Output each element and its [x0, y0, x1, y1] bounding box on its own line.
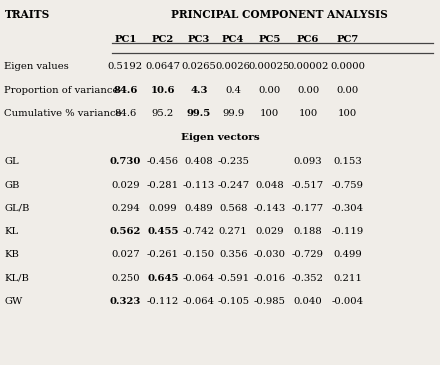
Text: KL/B: KL/B [4, 274, 29, 283]
Text: 0.323: 0.323 [110, 297, 141, 306]
Text: 4.3: 4.3 [190, 86, 208, 95]
Text: 100: 100 [260, 110, 279, 118]
Text: 0.562: 0.562 [110, 227, 141, 236]
Text: GB: GB [4, 181, 20, 189]
Text: 10.6: 10.6 [150, 86, 175, 95]
Text: 0.0026: 0.0026 [216, 62, 251, 71]
Text: GW: GW [4, 297, 22, 306]
Text: KB: KB [4, 250, 19, 259]
Text: PC1: PC1 [114, 35, 136, 43]
Text: -0.016: -0.016 [253, 274, 285, 283]
Text: -0.150: -0.150 [183, 250, 215, 259]
Text: PC5: PC5 [258, 35, 280, 43]
Text: -0.261: -0.261 [147, 250, 179, 259]
Text: 0.00002: 0.00002 [287, 62, 329, 71]
Text: 0.048: 0.048 [255, 181, 284, 189]
Text: 0.0000: 0.0000 [330, 62, 365, 71]
Text: -0.112: -0.112 [147, 297, 179, 306]
Text: 0.294: 0.294 [111, 204, 140, 212]
Text: -0.064: -0.064 [183, 297, 215, 306]
Text: -0.113: -0.113 [183, 181, 215, 189]
Text: 0.099: 0.099 [148, 204, 177, 212]
Text: -0.456: -0.456 [147, 157, 179, 166]
Text: GL/B: GL/B [4, 204, 30, 212]
Text: 0.250: 0.250 [111, 274, 140, 283]
Text: 0.0265: 0.0265 [181, 62, 216, 71]
Text: 0.029: 0.029 [111, 181, 140, 189]
Text: 84.6: 84.6 [114, 110, 136, 118]
Text: GL: GL [4, 157, 19, 166]
Text: 0.188: 0.188 [293, 227, 323, 236]
Text: -0.004: -0.004 [331, 297, 364, 306]
Text: Eigen vectors: Eigen vectors [181, 134, 259, 142]
Text: 0.499: 0.499 [333, 250, 362, 259]
Text: PC3: PC3 [188, 35, 210, 43]
Text: 0.271: 0.271 [219, 227, 248, 236]
Text: 0.645: 0.645 [147, 274, 179, 283]
Text: -0.143: -0.143 [253, 204, 286, 212]
Text: -0.517: -0.517 [292, 181, 324, 189]
Text: 0.153: 0.153 [333, 157, 362, 166]
Text: 100: 100 [298, 110, 318, 118]
Text: -0.064: -0.064 [183, 274, 215, 283]
Text: PC2: PC2 [152, 35, 174, 43]
Text: 0.211: 0.211 [333, 274, 362, 283]
Text: KL: KL [4, 227, 18, 236]
Text: 0.568: 0.568 [219, 204, 247, 212]
Text: -0.177: -0.177 [292, 204, 324, 212]
Text: 0.00: 0.00 [337, 86, 359, 95]
Text: Proportion of variance: Proportion of variance [4, 86, 119, 95]
Text: PRINCIPAL COMPONENT ANALYSIS: PRINCIPAL COMPONENT ANALYSIS [171, 9, 388, 20]
Text: 0.356: 0.356 [219, 250, 247, 259]
Text: 0.455: 0.455 [147, 227, 179, 236]
Text: -0.742: -0.742 [183, 227, 215, 236]
Text: -0.119: -0.119 [331, 227, 364, 236]
Text: -0.281: -0.281 [147, 181, 179, 189]
Text: 99.9: 99.9 [222, 110, 244, 118]
Text: -0.729: -0.729 [292, 250, 324, 259]
Text: 0.730: 0.730 [110, 157, 141, 166]
Text: PC7: PC7 [337, 35, 359, 43]
Text: Cumulative % variance: Cumulative % variance [4, 110, 122, 118]
Text: 0.027: 0.027 [111, 250, 140, 259]
Text: -0.105: -0.105 [217, 297, 249, 306]
Text: PC4: PC4 [222, 35, 244, 43]
Text: 0.0647: 0.0647 [145, 62, 180, 71]
Text: 0.040: 0.040 [293, 297, 323, 306]
Text: 0.489: 0.489 [184, 204, 213, 212]
Text: 99.5: 99.5 [187, 110, 211, 118]
Text: TRAITS: TRAITS [4, 9, 50, 20]
Text: 100: 100 [338, 110, 357, 118]
Text: 84.6: 84.6 [113, 86, 138, 95]
Text: 95.2: 95.2 [152, 110, 174, 118]
Text: -0.591: -0.591 [217, 274, 249, 283]
Text: 0.00: 0.00 [258, 86, 280, 95]
Text: -0.304: -0.304 [331, 204, 364, 212]
Text: -0.759: -0.759 [332, 181, 363, 189]
Text: 0.4: 0.4 [225, 86, 241, 95]
Text: PC6: PC6 [297, 35, 319, 43]
Text: 0.029: 0.029 [255, 227, 284, 236]
Text: -0.030: -0.030 [253, 250, 285, 259]
Text: -0.985: -0.985 [253, 297, 285, 306]
Text: Eigen values: Eigen values [4, 62, 69, 71]
Text: 0.093: 0.093 [293, 157, 323, 166]
Text: -0.247: -0.247 [217, 181, 249, 189]
Text: 0.5192: 0.5192 [108, 62, 143, 71]
Text: -0.352: -0.352 [292, 274, 324, 283]
Text: -0.235: -0.235 [217, 157, 249, 166]
Text: 0.00025: 0.00025 [249, 62, 290, 71]
Text: 0.00: 0.00 [297, 86, 319, 95]
Text: 0.408: 0.408 [184, 157, 213, 166]
